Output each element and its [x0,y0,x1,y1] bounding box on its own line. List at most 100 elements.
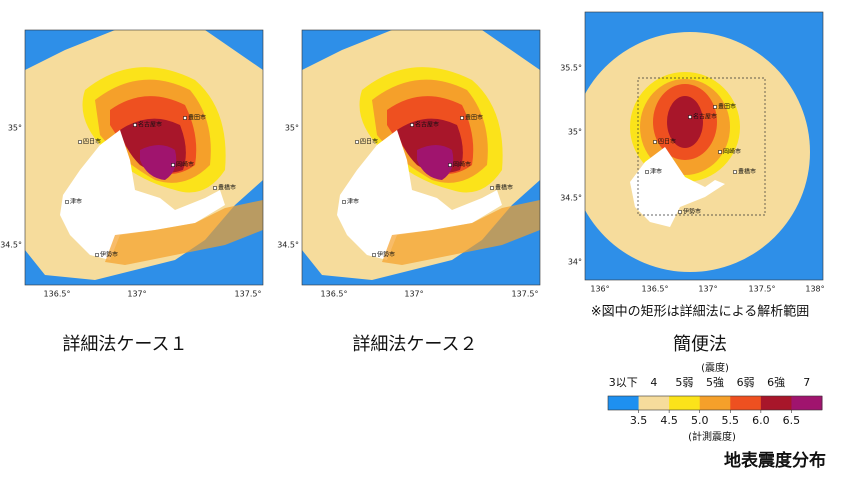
city-label: 豊田市 [465,114,483,122]
city-label: 津市 [650,168,662,176]
legend-scale-label: 6.0 [752,414,770,427]
legend-swatch [730,396,762,410]
legend-class-label: 5弱 [675,376,693,389]
x-tick-label: 136.5° [44,290,71,299]
city-label: 豊田市 [188,114,206,122]
legend-frame [607,395,823,411]
city-label: 豊橋市 [218,184,236,192]
x-tick-label: 137° [698,285,717,294]
city-label: 岡崎市 [176,161,194,169]
y-tick-label: 35° [568,128,582,137]
city-marker [213,186,217,190]
y-tick-label: 34° [568,258,582,267]
city-label: 伊勢市 [683,208,701,216]
legend-swatch [638,396,670,410]
legend-class-label: 7 [803,376,810,389]
city-label: 岡崎市 [453,161,471,169]
figure-title: 地表震度分布 [724,450,826,471]
panel-caption: 詳細法ケース１ [62,334,187,355]
legend-class-label: 5強 [706,376,724,389]
city-marker [713,105,717,109]
map-panel: 136° 136.5° 137° 137.5° 138° 35.5° 35° 34.5° 34°… [560,11,825,294]
city-label: 豊田市 [718,103,736,111]
city-label: 岡崎市 [723,148,741,156]
x-tick-label: 136.5° [321,290,348,299]
city-marker [65,200,69,204]
legend-swatch [699,396,731,410]
legend-class-label: 6弱 [737,376,755,389]
city-marker [653,140,657,144]
panel-caption: 簡便法 [673,334,727,355]
city-label: 名古屋市 [693,113,717,121]
legend-class-label: 3以下 [609,376,638,389]
x-tick-label: 137.5° [749,285,776,294]
legend-scale-title: (計測震度) [688,430,736,443]
city-label: 豊橋市 [495,184,513,192]
city-marker [688,115,692,119]
y-tick-label: 34.5° [0,241,22,250]
legend-scale-label: 3.5 [630,414,648,427]
city-label: 津市 [70,198,82,206]
city-marker [171,163,175,167]
map [585,12,823,280]
map-frame [301,29,541,286]
legend-class-label: 6強 [767,376,785,389]
map-frame [24,29,264,286]
x-tick-label: 137.5° [512,290,539,299]
city-marker [95,253,99,257]
legend-class-label: 4 [650,376,657,389]
city-label: 伊勢市 [377,251,395,259]
x-tick-label: 136.5° [642,285,669,294]
legend-scale-label: 5.5 [722,414,740,427]
city-label: 名古屋市 [138,121,162,129]
legend-swatch [669,396,701,410]
city-marker [460,116,464,120]
city-marker [645,170,649,174]
city-label: 名古屋市 [415,121,439,129]
city-marker [78,140,82,144]
city-label: 四日市 [658,138,676,146]
legend-swatch [791,396,823,410]
legend-title: (震度) [701,361,729,374]
city-marker [372,253,376,257]
legend-swatch [760,396,792,410]
legend-scale-label: 5.0 [691,414,709,427]
city-label: 四日市 [360,138,378,146]
city-marker [678,210,682,214]
city-marker [410,123,414,127]
x-tick-label: 136° [590,285,609,294]
y-tick-label: 34.5° [560,194,582,203]
x-tick-label: 137° [127,290,146,299]
city-marker [718,150,722,154]
city-marker [183,116,187,120]
city-label: 伊勢市 [100,251,118,259]
x-tick-label: 137.5° [235,290,262,299]
x-tick-label: 138° [805,285,824,294]
city-label: 津市 [347,198,359,206]
city-marker [733,170,737,174]
y-tick-label: 34.5° [277,241,299,250]
legend-scale-label: 4.5 [660,414,678,427]
city-marker [342,200,346,204]
city-marker [133,123,137,127]
y-tick-label: 35.5° [560,64,582,73]
x-tick-label: 137° [404,290,423,299]
city-marker [448,163,452,167]
city-marker [490,186,494,190]
y-tick-label: 35° [8,124,22,133]
map [25,30,263,285]
city-marker [355,140,359,144]
map [302,30,540,285]
city-label: 四日市 [83,138,101,146]
panel-caption: 詳細法ケース２ [352,334,477,355]
legend-swatch [608,396,640,410]
y-tick-label: 35° [285,124,299,133]
city-label: 豊橋市 [738,168,756,176]
legend: 3以下 4 5弱 5強 6弱 6強 7 3.5 4.5 5.0 5.5 6.0 6.5 [607,376,823,427]
map-frame [584,11,824,281]
legend-scale-label: 6.5 [783,414,801,427]
note: ※図中の矩形は詳細法による解析範囲 [591,304,810,320]
